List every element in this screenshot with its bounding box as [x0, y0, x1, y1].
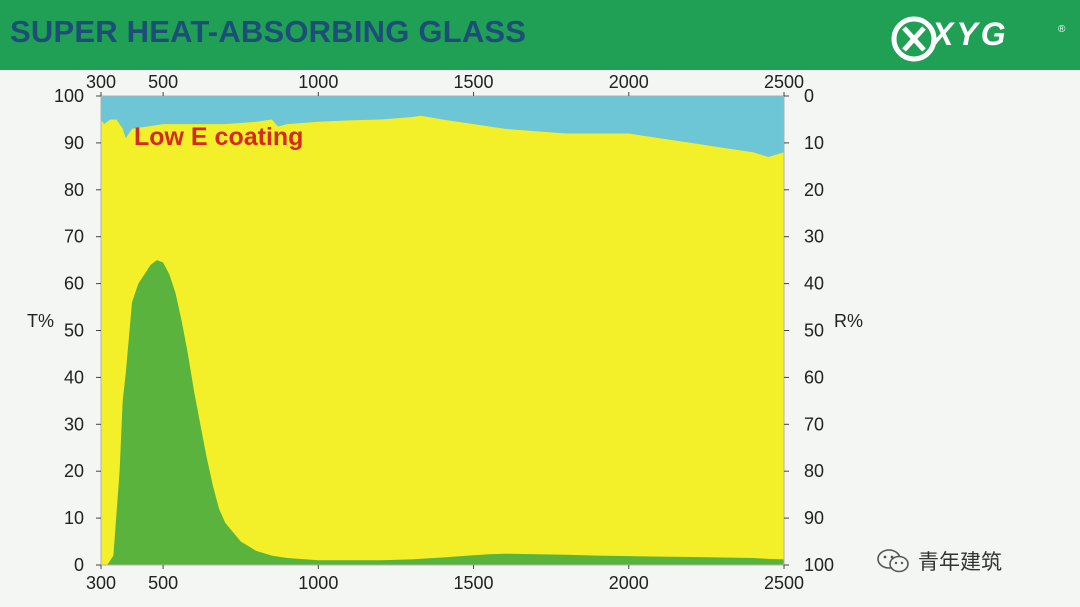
y-left-tick-label: 30 [64, 414, 84, 434]
spectrum-chart: 3003005005001000100015001500200020002500… [27, 72, 863, 593]
y-left-tick-label: 80 [64, 180, 84, 200]
absorbance-area [101, 96, 784, 565]
x-tick-label-top: 500 [148, 72, 178, 92]
x-tick-label-bottom: 2500 [764, 573, 804, 593]
x-tick-label-bottom: 1000 [298, 573, 338, 593]
watermark: 青年建筑 [876, 545, 1002, 577]
x-tick-label-bottom: 500 [148, 573, 178, 593]
logo-text: XYG [932, 16, 1009, 52]
y-right-tick-label: 20 [804, 180, 824, 200]
y-left-tick-label: 90 [64, 133, 84, 153]
x-tick-label-top: 1000 [298, 72, 338, 92]
x-tick-label-bottom: 1500 [454, 573, 494, 593]
transmittance-area [101, 260, 784, 565]
x-tick-label-bottom: 300 [86, 573, 116, 593]
low-e-annotation: Low E coating [134, 123, 303, 151]
y-left-tick-label: 0 [74, 555, 84, 575]
y-left-tick-label: 100 [54, 86, 84, 106]
y-left-tick-label: 20 [64, 461, 84, 481]
y-axis-right-label: R% [834, 311, 863, 331]
y-left-tick-label: 70 [64, 227, 84, 247]
y-right-tick-label: 100 [804, 555, 834, 575]
y-right-tick-label: 30 [804, 227, 824, 247]
y-right-tick-label: 0 [804, 86, 814, 106]
y-right-tick-label: 40 [804, 274, 824, 294]
y-right-tick-label: 90 [804, 508, 824, 528]
y-left-tick-label: 60 [64, 274, 84, 294]
xyg-logo-icon [891, 16, 937, 62]
y-axis-left-label: T% [27, 311, 54, 331]
x-tick-label-top: 1500 [454, 72, 494, 92]
y-left-tick-label: 40 [64, 367, 84, 387]
wechat-icon [877, 549, 909, 573]
header-bar: SUPER HEAT-ABSORBING GLASS XYG ® [0, 0, 1080, 70]
y-left-tick-label: 50 [64, 321, 84, 341]
y-right-tick-label: 70 [804, 414, 824, 434]
y-right-tick-label: 10 [804, 133, 824, 153]
x-tick-label-top: 300 [86, 72, 116, 92]
x-tick-label-bottom: 2000 [609, 573, 649, 593]
y-right-tick-label: 60 [804, 367, 824, 387]
y-right-tick-label: 50 [804, 321, 824, 341]
y-right-tick-label: 80 [804, 461, 824, 481]
registered-mark: ® [1058, 24, 1066, 35]
x-tick-label-top: 2000 [609, 72, 649, 92]
reflectance-area [101, 96, 784, 157]
watermark-text: 青年建筑 [918, 550, 1002, 574]
page-title: SUPER HEAT-ABSORBING GLASS [10, 14, 527, 49]
x-tick-label-top: 2500 [764, 72, 804, 92]
y-left-tick-label: 10 [64, 508, 84, 528]
